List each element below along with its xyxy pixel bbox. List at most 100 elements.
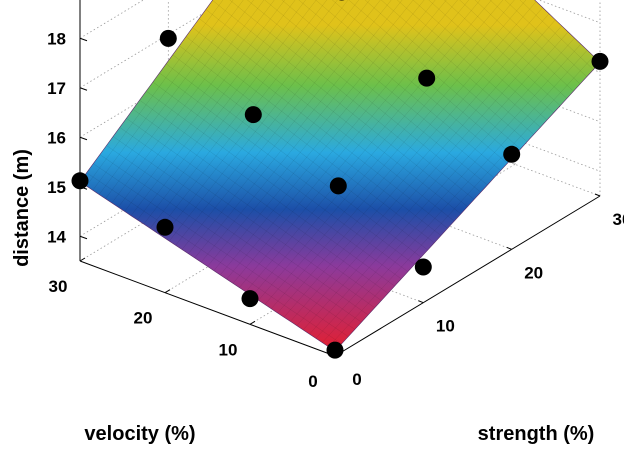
mesh-line	[149, 0, 416, 229]
data-point	[244, 106, 262, 124]
z-tick-label: 16	[47, 128, 66, 147]
z-tick-mark	[79, 37, 88, 42]
mesh-line	[188, 0, 454, 254]
mesh-line	[205, 9, 462, 215]
mesh-line	[338, 0, 594, 70]
mesh-line	[232, 0, 499, 284]
mesh-line	[271, 1, 537, 309]
data-point	[414, 258, 432, 276]
y-axis-label: velocity (%)	[84, 423, 195, 445]
x-tick-mark	[418, 300, 424, 304]
mesh-line	[283, 13, 550, 318]
mesh-line	[290, 19, 556, 322]
mesh-line	[106, 145, 362, 323]
mesh-line	[181, 0, 448, 250]
x-tick-mark	[594, 193, 601, 197]
x-tick-labels: 0 10 20 30	[329, 193, 624, 389]
mesh-line	[245, 0, 501, 171]
mesh-line	[213, 0, 480, 271]
mesh-line	[207, 0, 473, 267]
mesh-line	[252, 0, 508, 164]
mesh-line	[132, 109, 389, 294]
z-tick-mark	[79, 87, 88, 91]
mesh-line	[309, 37, 575, 335]
mesh-line	[298, 0, 554, 114]
mesh-line	[162, 0, 429, 237]
z-tick-label: 18	[47, 29, 66, 48]
mesh-line	[137, 0, 403, 221]
mesh-line	[271, 0, 528, 142]
x-axis-line	[334, 195, 601, 357]
mesh-line	[175, 0, 441, 246]
z-tick-mark	[79, 235, 88, 240]
data-point	[503, 145, 521, 163]
mesh-line	[119, 127, 375, 308]
y-tick-labels: 0 10 20 30	[49, 257, 341, 391]
x-tick-label: 20	[524, 263, 543, 282]
mesh-line	[251, 0, 518, 297]
y-tick-mark	[334, 352, 341, 357]
mesh-line	[146, 90, 402, 280]
mesh-line	[159, 72, 415, 265]
surface-fill	[79, 0, 601, 352]
mesh-line	[258, 0, 524, 301]
y-tick-label: 10	[219, 340, 238, 359]
mesh-line	[328, 56, 594, 347]
y-axis-line	[79, 260, 336, 357]
data-point	[326, 341, 344, 359]
z-axis-label: distance (m)	[11, 149, 33, 267]
mesh-line	[126, 118, 382, 301]
mesh-line	[318, 0, 574, 92]
mesh-line	[92, 0, 358, 191]
z-tick-label: 14	[47, 227, 66, 246]
mesh-line	[226, 0, 492, 280]
data-point	[241, 290, 259, 308]
mesh-line	[239, 0, 505, 288]
data-point	[159, 29, 177, 47]
mesh-line	[277, 7, 543, 314]
mesh-line	[245, 0, 511, 292]
mesh-line	[322, 50, 588, 343]
mesh-line	[296, 25, 562, 326]
mesh-line	[194, 0, 460, 259]
mesh-line	[302, 31, 569, 331]
mesh-line	[130, 0, 397, 216]
mesh-line	[238, 0, 495, 179]
mesh-line	[156, 0, 422, 233]
y-tick-mark	[79, 257, 86, 262]
z-tick-label: 17	[47, 79, 66, 98]
y-tick-mark	[249, 320, 256, 325]
data-point	[156, 218, 174, 236]
mesh-line	[264, 0, 531, 305]
mesh-line	[212, 0, 468, 207]
mesh-line	[258, 0, 515, 157]
mesh-line	[278, 0, 534, 135]
mesh-line	[324, 0, 581, 85]
z-tick-mark	[79, 136, 88, 141]
mesh-line	[315, 43, 582, 339]
mesh-line	[93, 163, 349, 337]
mesh-line	[305, 0, 561, 106]
data-point	[71, 172, 89, 190]
mesh-line	[86, 0, 352, 187]
y-tick-mark	[164, 289, 171, 294]
y-tick-label: 30	[49, 277, 68, 296]
mesh-line	[143, 0, 409, 225]
mesh-line	[98, 0, 365, 195]
data-point	[338, 0, 345, 1]
mesh-line	[165, 63, 422, 258]
mesh-line	[124, 0, 390, 212]
z-tick-labels: 14 15 16 17 18	[47, 29, 88, 246]
mesh-line	[152, 81, 409, 272]
x-tick-mark	[506, 246, 512, 250]
mesh-line	[192, 27, 448, 229]
mesh-line	[118, 0, 384, 208]
mesh-line	[112, 136, 369, 316]
data-point	[329, 177, 347, 195]
z-tick-mark	[79, 186, 88, 190]
mesh-line	[199, 18, 455, 222]
mesh-line	[169, 0, 435, 242]
data-points	[71, 0, 609, 359]
